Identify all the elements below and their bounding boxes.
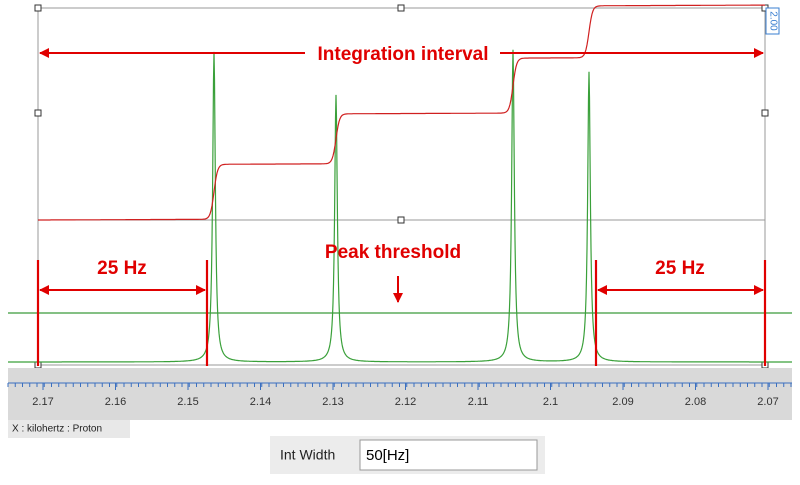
right-width-label: 25 Hz xyxy=(655,258,705,279)
int-width-input[interactable] xyxy=(359,439,538,471)
interval-markers xyxy=(36,260,767,366)
x-tick-label: 2.09 xyxy=(612,396,633,408)
integral-value: 2.00 xyxy=(767,11,778,31)
x-tick-label: 2.17 xyxy=(32,396,53,408)
x-tick-label: 2.13 xyxy=(322,396,343,408)
handle xyxy=(761,109,769,117)
ticks: 2.17 2.16 2.15 2.14 2.13 2.12 2.11 2.1 2.09 2.08 2… xyxy=(7,383,792,408)
x-tick-label: 2.11 xyxy=(468,396,489,408)
x-tick-label: 2.16 xyxy=(105,396,126,408)
spectrum xyxy=(8,49,792,363)
plot-area xyxy=(8,0,792,368)
left-width-label: 25 Hz xyxy=(97,258,147,279)
int-width-label: Int Width xyxy=(280,447,335,463)
x-tick-label: 2.12 xyxy=(395,396,416,408)
arrows xyxy=(39,48,764,303)
handle xyxy=(397,4,405,12)
status-box xyxy=(8,420,130,438)
peak-threshold-label: Peak threshold xyxy=(325,242,461,263)
x-tick-label: 2.08 xyxy=(685,396,706,408)
handle xyxy=(34,4,42,12)
integral-box xyxy=(765,7,780,35)
handle xyxy=(397,216,405,224)
x-tick-label: 2.07 xyxy=(757,396,778,408)
handle xyxy=(34,109,42,117)
axis-label: X : kilohertz : Proton xyxy=(12,424,102,435)
x-tick-label: 2.1 xyxy=(543,396,558,408)
x-tick-label: 2.14 xyxy=(250,396,271,408)
int-width-value[interactable]: 50[Hz] xyxy=(366,447,409,464)
integral-curve xyxy=(38,4,765,221)
x-axis-bar xyxy=(8,368,792,420)
x-tick-label: 2.15 xyxy=(177,396,198,408)
integration-interval-label: Integration interval xyxy=(317,44,488,65)
